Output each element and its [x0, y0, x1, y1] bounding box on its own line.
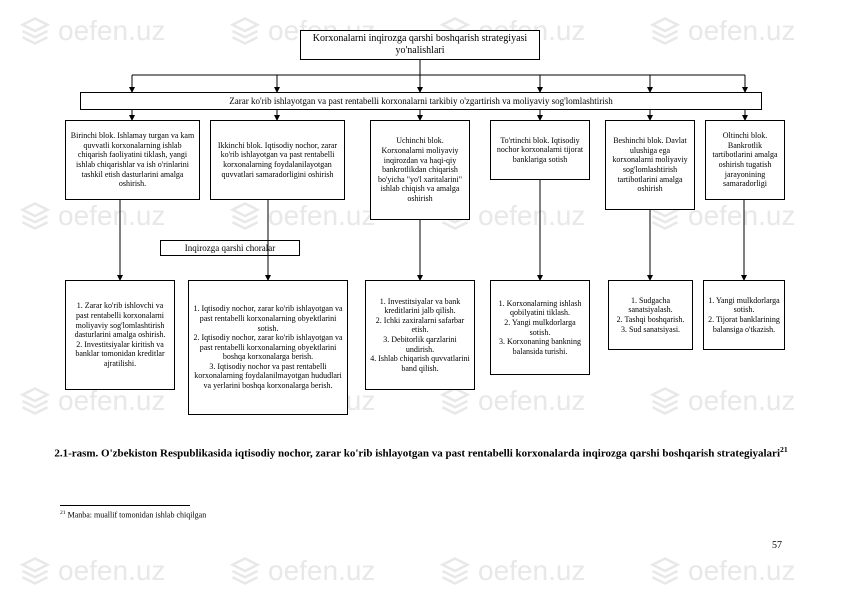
diagram-strip-box: Zarar ko'rib ishlayotgan va past rentabe…: [80, 92, 762, 110]
measures-3: 1. Investitsiyalar va bank kreditlarini …: [365, 280, 475, 390]
diagram-strip-text: Zarar ko'rib ishlayotgan va past rentabe…: [229, 96, 613, 107]
watermark: oefen.uz: [650, 555, 795, 587]
watermark: oefen.uz: [650, 15, 795, 47]
watermark: oefen.uz: [230, 200, 375, 232]
footnote-separator: [60, 505, 190, 506]
page-number: 57: [772, 540, 782, 551]
block-1: Birinchi blok. Ishlamay turgan va kam qu…: [65, 120, 200, 200]
watermark: oefen.uz: [20, 15, 165, 47]
footnote: 21 Manba: muallif tomonidan ishlab chiqi…: [60, 510, 206, 520]
watermark: oefen.uz: [20, 200, 165, 232]
measures-1: 1. Zarar ko'rib ishlovchi va past rentab…: [65, 280, 175, 390]
measures-5: 1. Sudgacha sanatsiyalash. 2. Tashqi bos…: [608, 280, 693, 350]
diagram-title-box: Korxonalarni inqirozga qarshi boshqarish…: [300, 30, 540, 60]
watermark: oefen.uz: [230, 555, 375, 587]
watermark: oefen.uz: [20, 555, 165, 587]
block-2: Ikkinchi blok. Iqtisodiy nochor, zarar k…: [210, 120, 345, 200]
measures-2: 1. Iqtisodiy nochor, zarar ko'rib ishlay…: [188, 280, 348, 415]
measures-label: Inqirozga qarshi choralar: [185, 243, 275, 254]
block-6: Oltinchi blok. Bankrotlik tartibotlarini…: [705, 120, 785, 200]
measures-6: 1. Yangi mulkdorlarga sotish. 2. Tijorat…: [703, 280, 785, 350]
watermark: oefen.uz: [440, 555, 585, 587]
block-5: Beshinchi blok. Davlat ulushiga ega korx…: [605, 120, 695, 210]
figure-caption: 2.1-rasm. O'zbekiston Respublikasida iqt…: [0, 445, 842, 460]
measures-label-box: Inqirozga qarshi choralar: [160, 240, 300, 256]
block-4: To'rtinchi blok. Iqtisodiy nochor korxon…: [490, 120, 590, 180]
measures-4: 1. Korxonalarning ishlash qobilyatini ti…: [490, 280, 590, 375]
diagram-title: Korxonalarni inqirozga qarshi boshqarish…: [305, 33, 535, 57]
block-3: Uchinchi blok. Korxonalarni moliyaviy in…: [370, 120, 470, 220]
watermark: oefen.uz: [650, 385, 795, 417]
